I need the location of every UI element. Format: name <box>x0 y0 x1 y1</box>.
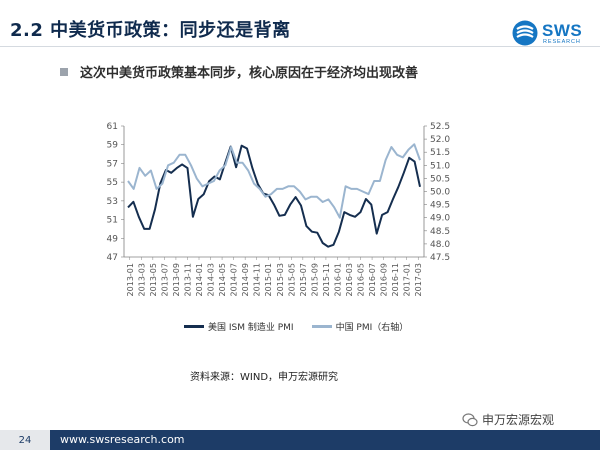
y-right-tick-label: 47.5 <box>430 253 450 263</box>
chart-legend: 美国 ISM 制造业 PMI 中国 PMI（右轴） <box>184 320 426 333</box>
y-right-tick-label: 50.5 <box>430 174 450 184</box>
legend-label-cn: 中国 PMI（右轴） <box>335 323 409 333</box>
title-divider <box>0 46 600 47</box>
y-right-tick-label: 48.5 <box>430 227 450 237</box>
y-left-tick-label: 57 <box>107 159 118 169</box>
y-right-tick-label: 50.0 <box>430 188 450 198</box>
y-right-tick-label: 52.5 <box>430 122 450 132</box>
x-tick-label: 2015-03 <box>276 263 285 296</box>
y-left-tick-label: 47 <box>107 253 118 263</box>
footer-url[interactable]: www.swsresearch.com <box>60 433 185 446</box>
logo-text: SWS <box>542 21 583 40</box>
y-left-tick-label: 55 <box>107 178 118 188</box>
x-tick-label: 2013-07 <box>160 263 169 296</box>
legend-item-cn: 中国 PMI（右轴） <box>311 320 409 333</box>
x-tick-label: 2014-01 <box>195 263 204 296</box>
y-right-tick-label: 51.0 <box>430 161 450 171</box>
slide-title: 2.2 中美货币政策：同步还是背离 <box>10 20 291 41</box>
series-line-us-ism <box>127 144 421 248</box>
x-tick-label: 2015-01 <box>264 263 273 296</box>
wechat-watermark: 申万宏源宏观 <box>462 411 554 428</box>
x-tick-label: 2015-07 <box>299 263 308 296</box>
bullet-square-icon <box>60 67 68 76</box>
x-tick-label: 2013-05 <box>149 263 158 296</box>
x-tick-label: 2013-09 <box>172 263 181 296</box>
bullet-text: 这次中美货币政策基本同步，核心原因在于经济均出现改善 <box>80 66 419 81</box>
y-right-tick-label: 52.0 <box>430 135 450 145</box>
y-left-tick-label: 59 <box>107 141 119 151</box>
legend-item-us: 美国 ISM 制造业 PMI <box>184 320 294 333</box>
wechat-icon <box>462 412 478 426</box>
y-left-tick-label: 51 <box>107 216 118 226</box>
sws-logo: SWS RESEARCH <box>512 20 590 50</box>
x-tick-label: 2015-05 <box>287 263 296 296</box>
footer-bar <box>0 430 600 450</box>
x-tick-label: 2014-11 <box>253 263 262 296</box>
x-tick-label: 2016-09 <box>380 263 389 296</box>
logo-subtext: RESEARCH <box>543 39 581 45</box>
page-number: 24 <box>0 430 50 450</box>
x-tick-label: 2013-11 <box>183 263 192 296</box>
x-tick-label: 2013-03 <box>137 263 146 296</box>
x-tick-label: 2016-01 <box>333 263 342 296</box>
sws-logo-icon <box>512 20 538 46</box>
data-source-note: 资料来源：WIND，申万宏源研究 <box>190 372 339 383</box>
x-tick-label: 2017-03 <box>414 263 423 296</box>
y-right-tick-label: 51.5 <box>430 148 450 158</box>
pmi-line-chart: 61 59 57 55 53 51 49 47 52.5 52.0 51.5 51.0 50.5 50.0… <box>107 122 451 296</box>
legend-swatch-cn <box>311 325 332 328</box>
x-tick-label: 2016-07 <box>368 263 377 296</box>
y-left-tick-label: 49 <box>107 234 119 244</box>
series-line-cn-pmi <box>127 143 421 219</box>
legend-swatch-us <box>184 325 204 328</box>
y-right-tick-label: 49.5 <box>430 201 450 211</box>
y-left-tick-label: 61 <box>107 122 118 132</box>
watermark-text: 申万宏源宏观 <box>482 413 555 427</box>
x-tick-label: 2016-05 <box>357 263 366 296</box>
bullet-point: 这次中美货币政策基本同步，核心原因在于经济均出现改善 <box>60 62 418 81</box>
x-tick-label: 2016-03 <box>345 263 354 296</box>
x-tick-label: 2014-09 <box>241 263 250 296</box>
x-tick-label: 2014-05 <box>218 263 227 296</box>
x-tick-label: 2014-03 <box>207 263 216 296</box>
legend-label-us: 美国 ISM 制造业 PMI <box>208 323 294 333</box>
x-tick-label: 2013-01 <box>126 263 135 296</box>
y-right-tick-label: 49.0 <box>430 214 450 224</box>
x-tick-label: 2014-07 <box>230 263 239 296</box>
x-tick-label: 2015-11 <box>322 263 331 296</box>
x-tick-label: 2015-09 <box>310 263 319 296</box>
x-tick-label: 2017-01 <box>403 263 412 296</box>
y-right-tick-label: 48.0 <box>430 240 450 250</box>
x-tick-label: 2016-11 <box>391 263 400 296</box>
y-left-tick-label: 53 <box>107 197 118 207</box>
